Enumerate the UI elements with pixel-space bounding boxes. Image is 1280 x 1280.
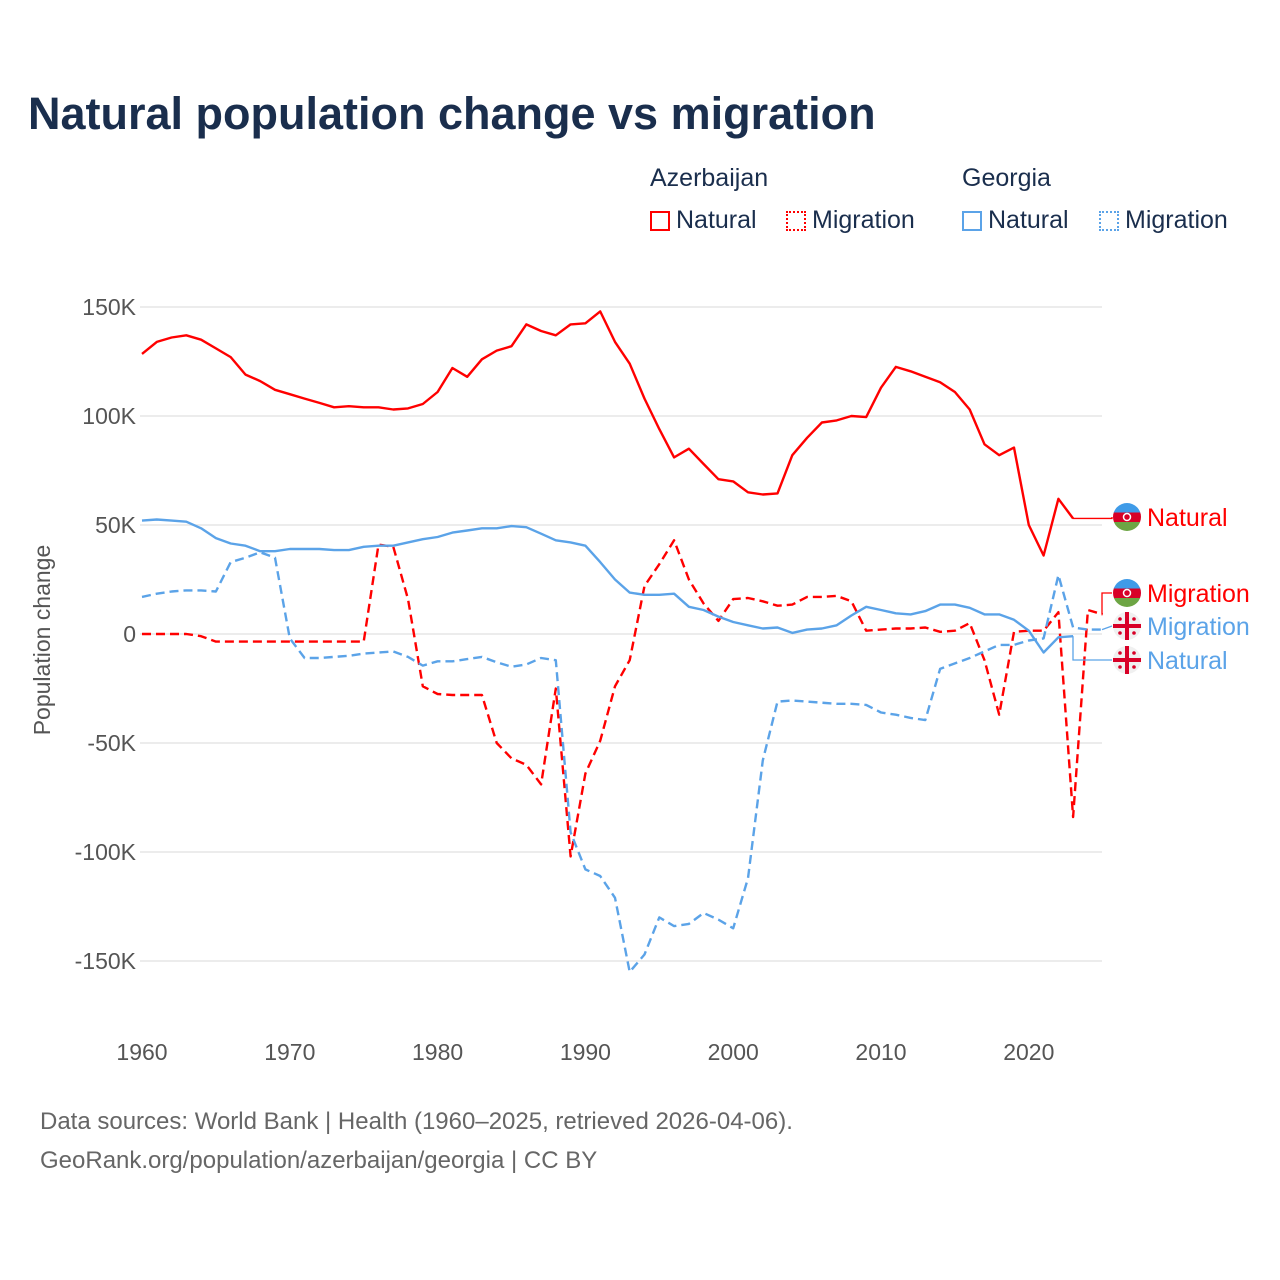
legend-label: Migration <box>1125 206 1228 234</box>
source-line-1: Data sources: World Bank | Health (1960–… <box>40 1108 793 1135</box>
azerbaijan-flag-icon <box>1113 588 1141 598</box>
azerbaijan-flag-icon <box>1113 579 1141 589</box>
georgia-flag-small-cross <box>1118 631 1122 635</box>
y-tick-label: 0 <box>123 621 136 647</box>
legend-label: Natural <box>676 206 757 234</box>
azerbaijan-flag-icon <box>1113 512 1141 522</box>
georgia-flag-small-cross <box>1118 617 1122 621</box>
x-tick-label: 2020 <box>1003 1039 1054 1065</box>
chart-title: Natural population change vs migration <box>28 88 876 139</box>
georgia-flag-small-cross <box>1118 651 1122 655</box>
y-tick-label: 100K <box>82 403 136 429</box>
georgia-flag-cross <box>1125 646 1129 674</box>
x-tick-label: 1990 <box>560 1039 611 1065</box>
legend-ge-migration[interactable]: Migration <box>1099 206 1228 235</box>
series-line-georgia-natural <box>141 518 1074 654</box>
azerbaijan-flag-icon <box>1113 598 1141 607</box>
azerbaijan-flag-crescent <box>1122 588 1132 598</box>
y-axis-label: Population change <box>29 545 55 736</box>
series-line-georgia-migration <box>141 551 1103 974</box>
x-tick-label: 2000 <box>708 1039 759 1065</box>
georgia-flag-small-cross <box>1132 631 1136 635</box>
legend-swatch-dotted <box>786 210 806 231</box>
end-label-azerbaijan-migration: Migration <box>1147 580 1250 608</box>
x-tick-label: 1960 <box>116 1039 167 1065</box>
end-label-georgia-natural: Natural <box>1147 647 1228 675</box>
end-label-connector <box>1101 592 1112 615</box>
legend-label: Migration <box>812 206 915 234</box>
series-line-azerbaijan-natural <box>141 310 1075 557</box>
y-tick-label: -150K <box>75 948 137 974</box>
y-tick-label: 150K <box>82 294 136 320</box>
legend-group-georgia: Georgia <box>962 164 1051 192</box>
legend-az-migration[interactable]: Migration <box>786 206 915 235</box>
georgia-flag-small-cross <box>1118 665 1122 669</box>
legend-group-azerbaijan: Azerbaijan <box>650 164 769 192</box>
azerbaijan-flag-icon <box>1113 503 1141 513</box>
georgia-flag-cross <box>1125 612 1129 640</box>
georgia-flag-small-cross <box>1132 617 1136 621</box>
end-label-azerbaijan-natural: Natural <box>1147 504 1228 532</box>
legend-az-natural[interactable]: Natural <box>650 206 757 235</box>
series-line-azerbaijan-migration <box>142 539 1104 858</box>
legend-ge-natural[interactable]: Natural <box>962 206 1069 235</box>
georgia-flag-small-cross <box>1132 665 1136 669</box>
legend-swatch-dotted <box>1099 210 1119 231</box>
x-tick-label: 1970 <box>264 1039 315 1065</box>
x-tick-label: 2010 <box>855 1039 906 1065</box>
end-label-connector <box>1073 517 1113 520</box>
x-tick-label: 1980 <box>412 1039 463 1065</box>
end-label-connector <box>1101 625 1113 631</box>
azerbaijan-flag-crescent <box>1122 512 1132 522</box>
source-line-2[interactable]: GeoRank.org/population/azerbaijan/georgi… <box>40 1147 598 1174</box>
y-tick-label: -50K <box>87 730 136 756</box>
end-label-georgia-migration: Migration <box>1147 613 1250 641</box>
azerbaijan-flag-icon <box>1113 522 1141 531</box>
y-tick-label: 50K <box>95 512 137 538</box>
georgia-flag-small-cross <box>1132 651 1136 655</box>
legend-swatch-solid <box>962 210 982 231</box>
end-label-connector <box>1072 636 1112 661</box>
legend-label: Natural <box>988 206 1069 234</box>
y-tick-label: -100K <box>75 839 137 865</box>
legend-swatch-solid <box>650 210 670 231</box>
